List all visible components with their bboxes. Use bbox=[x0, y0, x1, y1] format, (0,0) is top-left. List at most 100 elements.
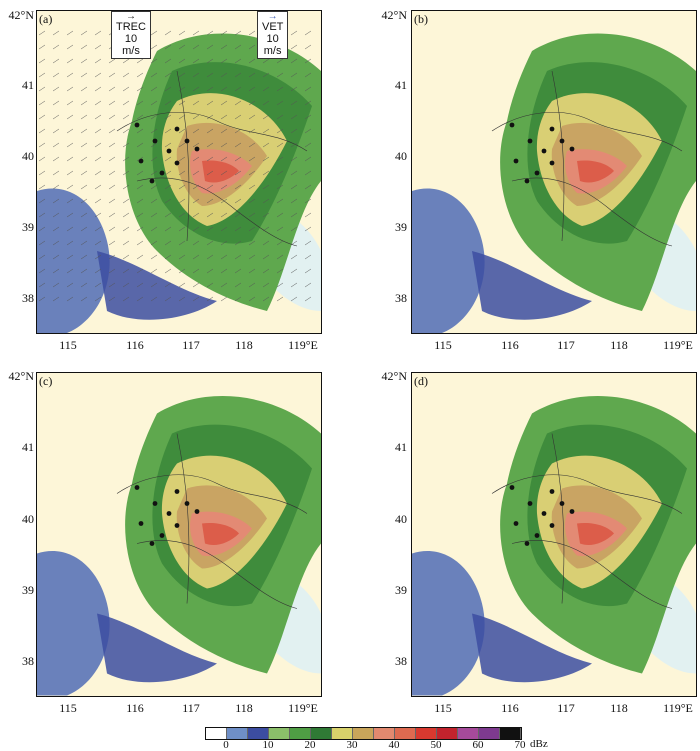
wind-vector bbox=[234, 44, 242, 50]
wind-vector bbox=[276, 86, 284, 92]
lon-label-119: 119°E bbox=[663, 338, 693, 352]
station-dot bbox=[138, 158, 144, 164]
wind-vector bbox=[80, 184, 88, 190]
echo-region-red bbox=[202, 522, 239, 546]
wind-vector bbox=[206, 58, 214, 64]
wind-vector bbox=[164, 142, 172, 148]
station-dot bbox=[152, 138, 158, 144]
wind-vector bbox=[108, 156, 116, 162]
wind-vector bbox=[52, 44, 60, 50]
lon-label-117: 117 bbox=[557, 338, 575, 352]
wind-vector bbox=[122, 142, 130, 148]
wind-vector bbox=[178, 72, 186, 78]
lon-label-117: 117 bbox=[182, 701, 200, 715]
wind-vector bbox=[178, 212, 186, 218]
colorbar-swatch bbox=[311, 728, 332, 739]
wind-vector bbox=[290, 156, 298, 162]
wind-vector bbox=[304, 254, 312, 260]
wind-vector bbox=[108, 212, 116, 218]
wind-vector bbox=[164, 198, 172, 204]
map-c bbox=[36, 372, 322, 697]
wind-vector bbox=[38, 142, 46, 148]
wind-vector bbox=[304, 72, 312, 78]
wind-vector bbox=[52, 72, 60, 78]
lat-label-41: 41 bbox=[22, 78, 34, 92]
wind-vector bbox=[38, 254, 46, 260]
wind-vector bbox=[108, 254, 116, 260]
wind-vector bbox=[38, 100, 46, 106]
station-dot bbox=[513, 158, 519, 164]
lon-label-117: 117 bbox=[557, 701, 575, 715]
lon-label-115: 115 bbox=[59, 338, 77, 352]
wind-vector bbox=[192, 114, 200, 120]
wind-vector bbox=[206, 128, 214, 134]
wind-vector bbox=[178, 44, 186, 50]
radar-map-c bbox=[37, 373, 321, 696]
wind-vector bbox=[262, 296, 270, 302]
boundary-line bbox=[116, 474, 308, 514]
wind-vector bbox=[220, 100, 228, 106]
wind-vector bbox=[150, 268, 158, 274]
boundary-line bbox=[116, 112, 308, 152]
wind-vector bbox=[178, 268, 186, 274]
station-dot bbox=[174, 489, 180, 494]
wind-vector bbox=[304, 268, 312, 274]
wind-vector bbox=[304, 156, 312, 162]
wind-vector bbox=[52, 282, 60, 288]
wind-vector bbox=[94, 30, 102, 36]
wind-vector bbox=[206, 44, 214, 50]
wind-vector bbox=[108, 58, 116, 64]
wind-vector bbox=[248, 282, 256, 288]
wind-vector bbox=[94, 58, 102, 64]
wind-vector bbox=[108, 100, 116, 106]
vet-vector-legend: → VET 10 m/s bbox=[257, 11, 289, 59]
wind-vector bbox=[80, 128, 88, 134]
wind-vector bbox=[262, 156, 270, 162]
wind-vector bbox=[66, 170, 74, 176]
station-dot bbox=[509, 485, 515, 490]
colorbar-swatch bbox=[290, 728, 311, 739]
colorbar-swatch bbox=[374, 728, 395, 739]
wind-vector bbox=[192, 86, 200, 92]
station-dot bbox=[166, 148, 172, 154]
lat-label-40: 40 bbox=[22, 149, 34, 163]
wind-vector bbox=[66, 240, 74, 246]
weak-echo-south bbox=[97, 251, 217, 320]
wind-vector bbox=[262, 240, 270, 246]
lat-label-40: 40 bbox=[395, 512, 407, 526]
wind-vector bbox=[234, 268, 242, 274]
colorbar-tick-60: 60 bbox=[472, 739, 484, 751]
wind-vector bbox=[52, 240, 60, 246]
wind-vector bbox=[52, 156, 60, 162]
station-dot bbox=[569, 509, 575, 514]
station-dot bbox=[134, 485, 140, 490]
wind-vector bbox=[80, 296, 88, 302]
wind-vector bbox=[192, 170, 200, 176]
wind-vector bbox=[122, 156, 130, 162]
colorbar-tick-10: 10 bbox=[262, 739, 274, 751]
map-b bbox=[411, 10, 697, 334]
wind-vector bbox=[108, 114, 116, 120]
wind-vector bbox=[80, 30, 88, 36]
lat-label-42: 42°N bbox=[381, 8, 407, 22]
wind-vector bbox=[150, 296, 158, 302]
wind-vector bbox=[136, 184, 144, 190]
wind-vector bbox=[304, 44, 312, 50]
wind-vector bbox=[220, 212, 228, 218]
boundary-line bbox=[491, 474, 683, 514]
wind-vector bbox=[122, 58, 130, 64]
wind-vector bbox=[80, 198, 88, 204]
wind-vector bbox=[220, 128, 228, 134]
wind-vector bbox=[66, 184, 74, 190]
lon-label-118: 118 bbox=[235, 701, 253, 715]
wind-vector bbox=[276, 184, 284, 190]
wind-vector bbox=[164, 44, 172, 50]
wind-vector bbox=[164, 240, 172, 246]
wind-vector bbox=[150, 58, 158, 64]
wind-vector bbox=[276, 282, 284, 288]
station-dot bbox=[149, 178, 155, 184]
station-dot bbox=[194, 146, 200, 152]
wind-vector bbox=[234, 86, 242, 92]
wind-vector bbox=[94, 268, 102, 274]
wind-vector bbox=[108, 240, 116, 246]
